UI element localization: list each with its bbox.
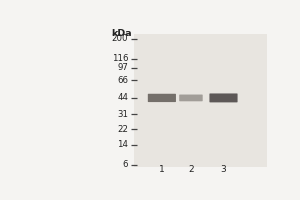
Text: 200: 200 [112,34,128,43]
Text: 1: 1 [159,165,165,174]
Text: 14: 14 [117,140,128,149]
FancyBboxPatch shape [179,95,203,101]
Text: 2: 2 [188,165,194,174]
Text: 6: 6 [123,160,128,169]
Text: 66: 66 [117,76,128,85]
FancyBboxPatch shape [148,94,176,102]
Text: 22: 22 [117,125,128,134]
FancyBboxPatch shape [209,93,238,102]
Text: kDa: kDa [111,29,132,38]
Text: 97: 97 [117,63,128,72]
Text: 3: 3 [220,165,226,174]
Text: 44: 44 [117,93,128,102]
Text: 116: 116 [112,54,128,63]
Bar [134,34,266,167]
Text: 31: 31 [117,110,128,119]
